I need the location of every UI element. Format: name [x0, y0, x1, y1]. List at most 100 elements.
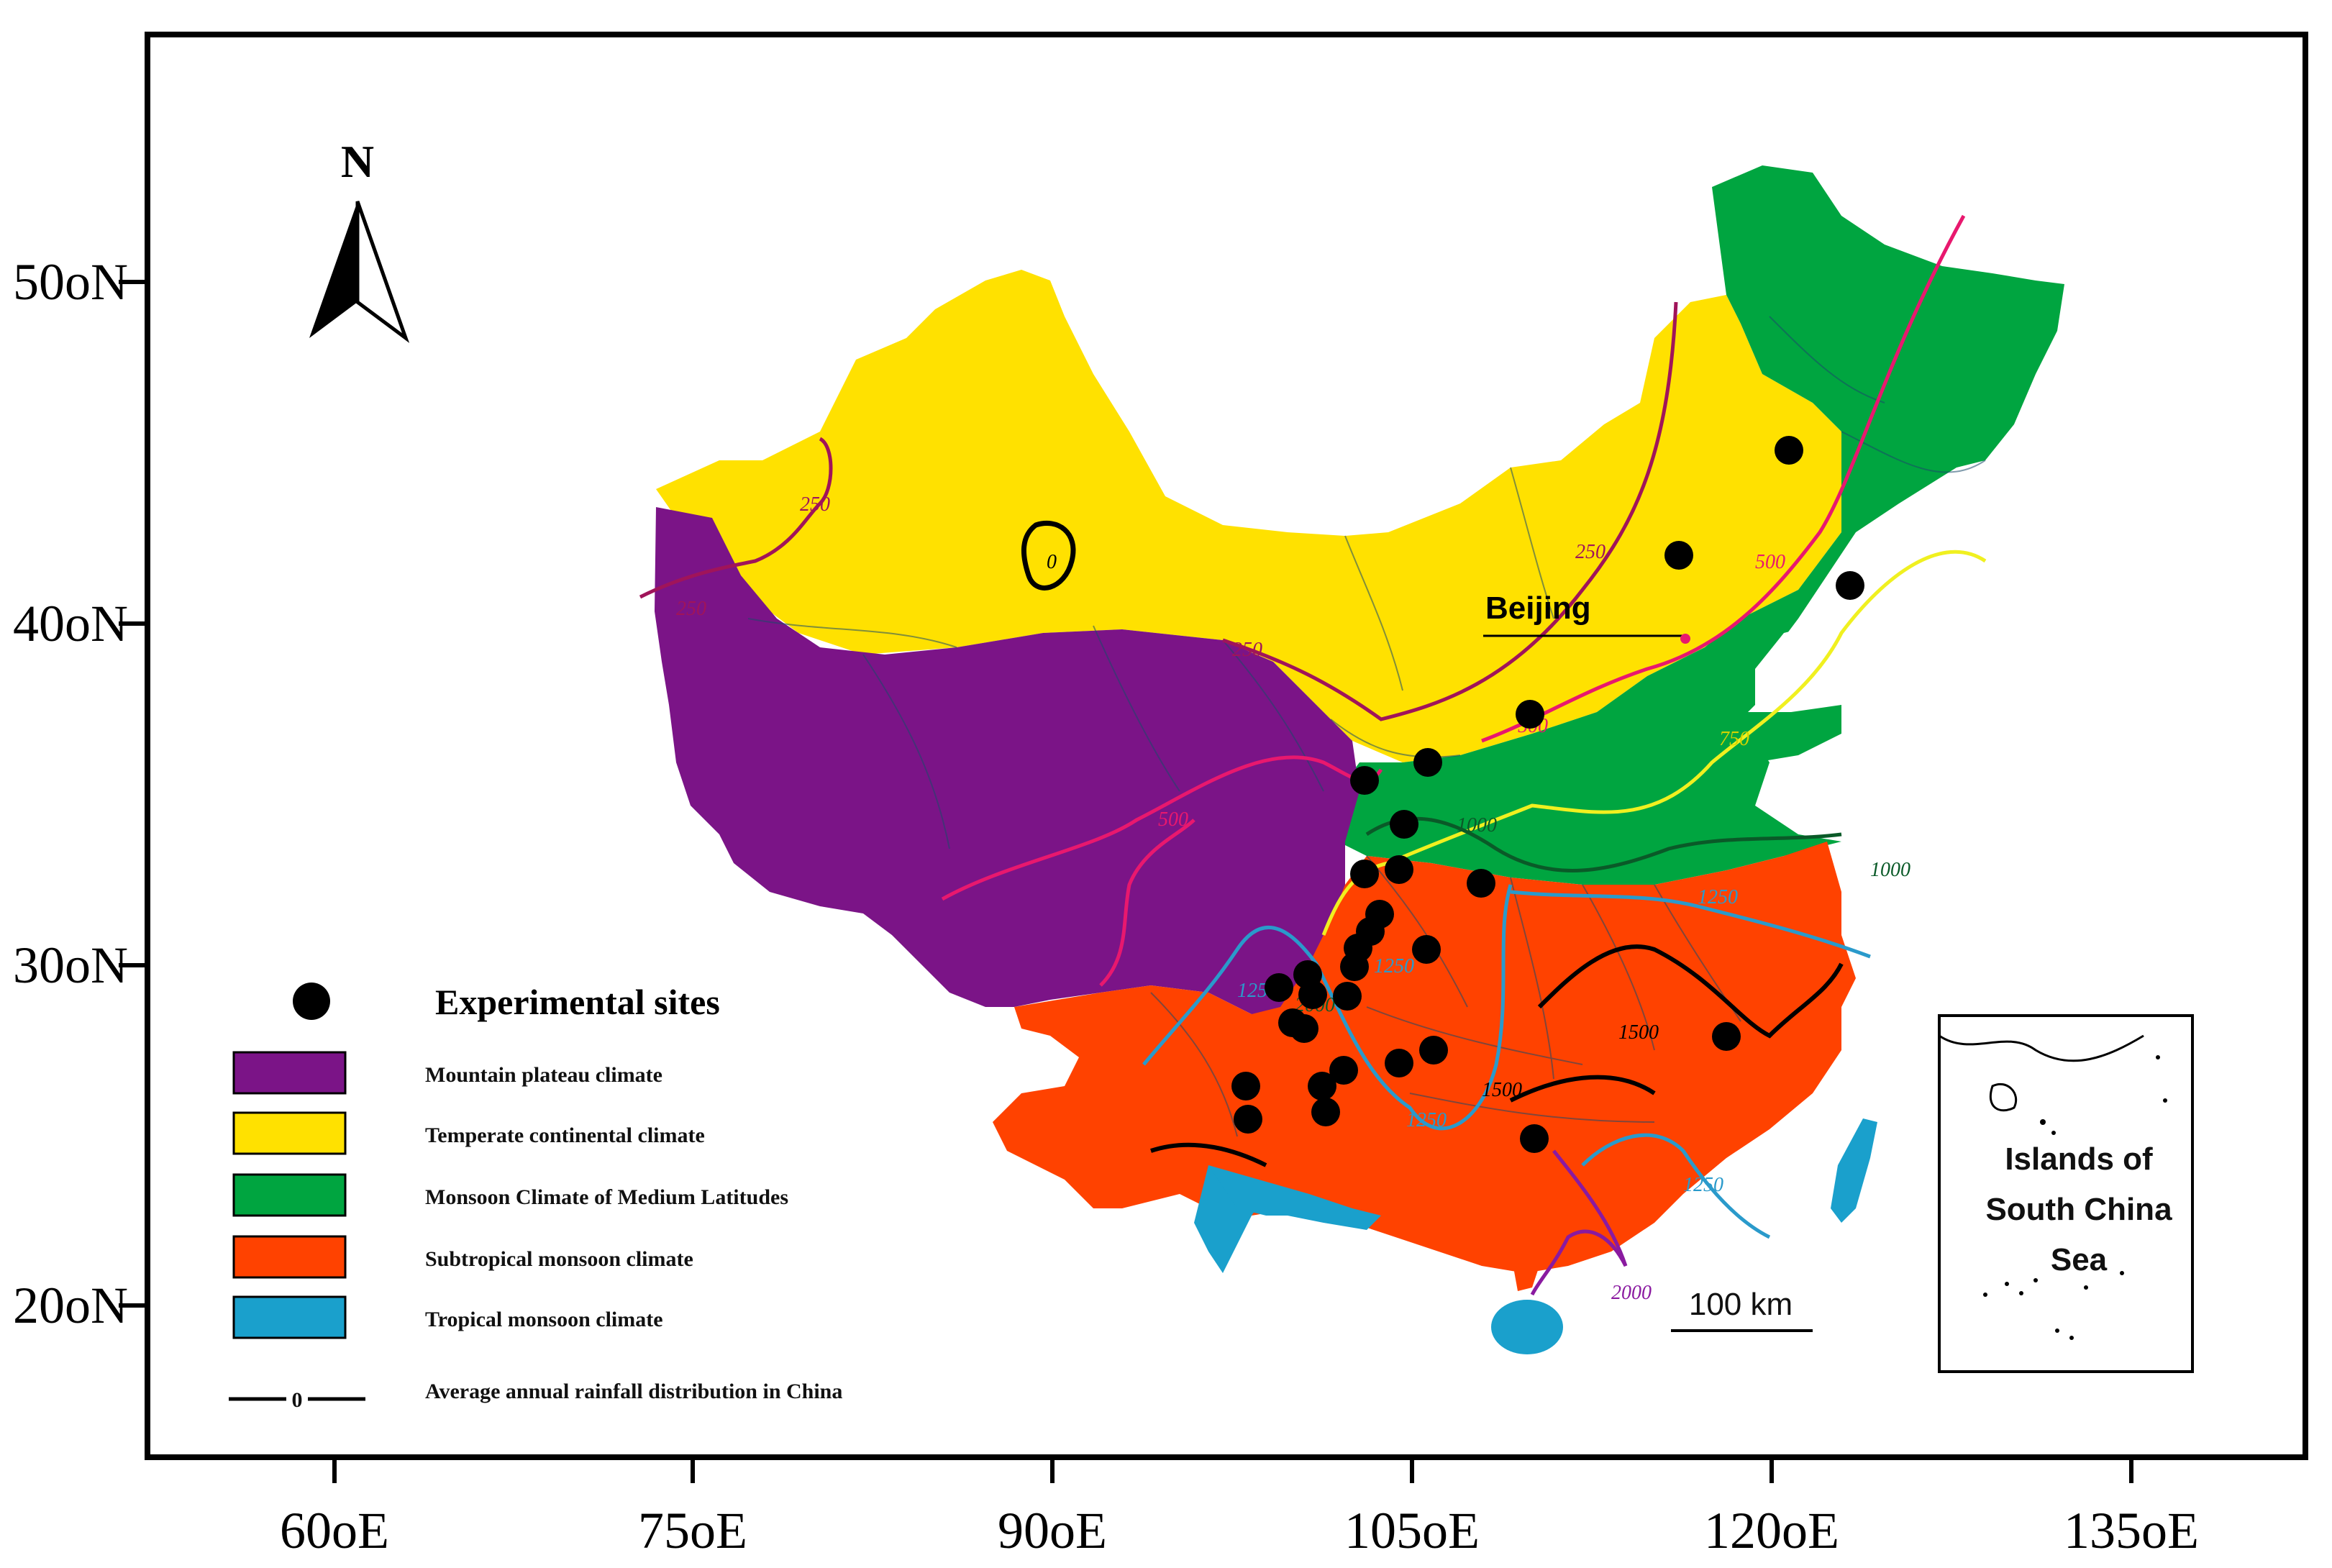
isohyet-labels: 0 250 250 250 250 500 500 500 750 1000 1… [676, 493, 1910, 1304]
iso-label-500-c: 500 [1755, 551, 1785, 573]
province-boundaries [747, 316, 1986, 1137]
lon-tick-135: 135oE [2064, 1502, 2199, 1559]
site-marker [1234, 1105, 1262, 1134]
site-marker [1333, 982, 1362, 1011]
site-marker [1516, 700, 1544, 729]
legend-rainfall-sample: 0 [292, 1388, 303, 1412]
site-marker [1836, 571, 1864, 600]
isohyet-1500-east [1537, 944, 1844, 1039]
legend-label-rainfall: Average annual rainfall distribution in … [425, 1380, 842, 1403]
lon-tick-90: 90oE [998, 1502, 1107, 1559]
iso-label-750: 750 [1719, 728, 1749, 750]
site-marker [1467, 869, 1495, 898]
site-marker [1385, 1049, 1413, 1077]
iso-label-250-d: 250 [1575, 541, 1605, 563]
region-shandong-peninsula [1734, 705, 1841, 762]
longitude-axis: 60oE 75oE 90oE 105oE 120oE 135oE [280, 1457, 2199, 1559]
isohyet-0 [1021, 520, 1076, 591]
city-label-beijing: Beijing [1485, 591, 1591, 626]
legend-swatch-temperate [232, 1111, 347, 1155]
legend-label-tropical: Tropical monsoon climate [425, 1308, 663, 1331]
latitude-axis: 50oN 40oN 30oN 20oN [13, 253, 147, 1334]
region-temperate-continental [656, 270, 1841, 762]
lon-tick-75: 75oE [638, 1502, 747, 1559]
hainan-island [1491, 1300, 1563, 1354]
region-monsoon-medium-latitudes [1338, 165, 2064, 885]
site-marker [1350, 860, 1379, 888]
isohyet-500-south [1099, 819, 1195, 987]
isohyet-1250-north [1510, 890, 1871, 959]
iso-label-250-c: 250 [1232, 639, 1262, 661]
site-marker [1664, 541, 1693, 570]
leizhou-peninsula [1511, 1252, 1539, 1291]
iso-label-1250-d: 1250 [1698, 886, 1738, 908]
iso-label-1000-b: 1000 [1870, 859, 1910, 881]
lat-tick-20: 20oN [13, 1277, 128, 1334]
lon-tick-60: 60oE [280, 1502, 389, 1559]
iso-label-1250-e: 1250 [1683, 1174, 1723, 1196]
legend-swatch-plateau [232, 1051, 347, 1095]
isohyet-250-north [1222, 301, 1678, 721]
inset-label-line3: Sea [2051, 1242, 2108, 1277]
legend-label-monsoon-mid: Monsoon Climate of Medium Latitudes [425, 1185, 788, 1209]
bohai-sea [1755, 626, 1827, 705]
site-marker [1775, 436, 1803, 465]
north-arrow-icon: N [309, 136, 410, 343]
legend-label-subtropical: Subtropical monsoon climate [425, 1247, 693, 1271]
legend-site-symbol [293, 983, 330, 1020]
site-marker [1340, 952, 1369, 981]
site-marker [1308, 1072, 1336, 1100]
region-mountain-plateau [655, 507, 1359, 1014]
isohyet-500-north [1481, 214, 1966, 743]
iso-label-2000-b: 2000 [1611, 1282, 1652, 1304]
scale-bar: 100 km [1671, 1287, 1813, 1332]
iso-label-1500-a: 1500 [1618, 1021, 1659, 1044]
site-marker [1712, 1022, 1741, 1051]
experimental-sites [1231, 436, 1864, 1153]
legend-swatch-subtropical [232, 1235, 347, 1279]
iso-label-1000-a: 1000 [1457, 814, 1497, 837]
isohyet-1500-south [1150, 1075, 1656, 1167]
isohyet-500-plateau [941, 755, 1383, 901]
legend-sites-label: Experimental sites [435, 982, 720, 1022]
site-marker [1413, 748, 1442, 777]
site-marker [1390, 810, 1418, 839]
lon-tick-105: 105oE [1344, 1502, 1480, 1559]
inset-label-line2: South China [1985, 1192, 2172, 1227]
lat-tick-40: 40oN [13, 595, 128, 652]
lat-tick-30: 30oN [13, 936, 128, 994]
site-marker [1412, 935, 1441, 964]
site-marker [1290, 1014, 1318, 1043]
site-marker [1350, 766, 1379, 795]
iso-label-500-a: 500 [1158, 808, 1188, 831]
lon-tick-120: 120oE [1704, 1502, 1839, 1559]
legend-swatch-monsoon-mid [232, 1173, 347, 1217]
region-tropical-monsoon-west [1208, 1165, 1381, 1230]
north-label: N [341, 136, 374, 187]
isohyet-1000 [1365, 816, 1842, 872]
site-marker [1520, 1124, 1549, 1153]
legend-label-plateau: Mountain plateau climate [425, 1063, 662, 1087]
site-marker [1329, 1056, 1358, 1085]
iso-label-250-b: 250 [676, 598, 706, 620]
isohyet-1250-south [1581, 1133, 1771, 1239]
lat-tick-50: 50oN [13, 253, 128, 311]
site-marker [1311, 1098, 1340, 1126]
iso-label-1500-b: 1500 [1482, 1079, 1522, 1101]
isohyet-2000 [1530, 1149, 1628, 1296]
inset-label-line1: Islands of [2005, 1141, 2153, 1177]
legend-label-temperate: Temperate continental climate [425, 1123, 705, 1147]
iso-label-0: 0 [1047, 551, 1057, 573]
beijing-marker: Beijing [1483, 591, 1690, 644]
south-china-sea-inset: Islands of South China Sea [1938, 1014, 2194, 1373]
isohyet-1250-west [1142, 884, 1513, 1131]
legend: Experimental sites Mountain plateau clim… [229, 982, 842, 1412]
site-marker [1231, 1072, 1260, 1100]
taiwan-island [1831, 1118, 1877, 1223]
site-marker [1265, 973, 1293, 1002]
legend-swatch-tropical [232, 1295, 347, 1339]
site-marker [1419, 1036, 1448, 1065]
iso-label-250-a: 250 [800, 493, 830, 516]
